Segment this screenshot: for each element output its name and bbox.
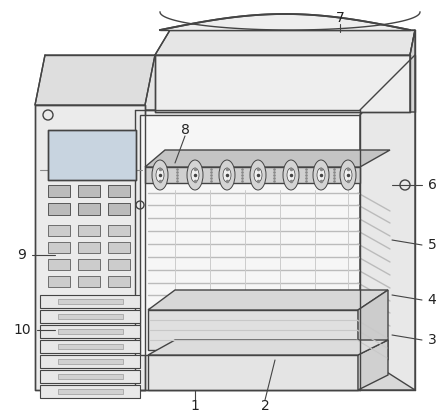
Polygon shape xyxy=(358,290,388,360)
Bar xyxy=(58,374,123,379)
Bar xyxy=(108,242,130,253)
Text: 9: 9 xyxy=(18,248,27,262)
Bar xyxy=(108,203,130,215)
Bar xyxy=(78,276,100,287)
Polygon shape xyxy=(35,55,155,105)
Polygon shape xyxy=(160,14,410,30)
Polygon shape xyxy=(145,150,390,167)
Bar xyxy=(108,185,130,197)
Polygon shape xyxy=(148,340,388,355)
Polygon shape xyxy=(135,110,360,390)
Text: 6: 6 xyxy=(427,178,436,192)
Text: 10: 10 xyxy=(13,323,31,337)
Bar xyxy=(58,389,123,394)
Text: 4: 4 xyxy=(427,293,436,307)
Bar xyxy=(40,370,140,383)
Bar xyxy=(108,259,130,270)
Polygon shape xyxy=(360,30,415,390)
Bar xyxy=(108,276,130,287)
Ellipse shape xyxy=(313,160,329,190)
Polygon shape xyxy=(155,55,410,112)
Bar xyxy=(40,355,140,368)
Polygon shape xyxy=(358,340,388,390)
Ellipse shape xyxy=(340,160,356,190)
Bar xyxy=(78,242,100,253)
Bar xyxy=(78,203,100,215)
Ellipse shape xyxy=(317,168,325,182)
Text: 7: 7 xyxy=(336,11,344,25)
Bar xyxy=(58,329,123,334)
Bar xyxy=(78,225,100,236)
Polygon shape xyxy=(140,115,360,355)
Ellipse shape xyxy=(254,168,262,182)
Ellipse shape xyxy=(156,168,164,182)
Bar xyxy=(48,276,70,287)
Polygon shape xyxy=(148,310,358,350)
Text: 2: 2 xyxy=(260,399,269,413)
Bar xyxy=(108,225,130,236)
Bar xyxy=(58,314,123,319)
Text: 8: 8 xyxy=(181,123,190,137)
Bar xyxy=(78,259,100,270)
Bar xyxy=(48,203,70,215)
Polygon shape xyxy=(410,30,415,112)
Bar xyxy=(40,310,140,323)
Ellipse shape xyxy=(287,168,295,182)
Bar xyxy=(48,242,70,253)
Bar xyxy=(48,225,70,236)
Polygon shape xyxy=(35,105,145,390)
Ellipse shape xyxy=(344,168,352,182)
Bar xyxy=(40,295,140,308)
Polygon shape xyxy=(155,30,415,55)
Bar xyxy=(58,344,123,349)
Bar xyxy=(58,299,123,304)
Bar xyxy=(78,185,100,197)
Bar xyxy=(40,325,140,338)
Ellipse shape xyxy=(283,160,299,190)
Bar xyxy=(48,185,70,197)
Text: 1: 1 xyxy=(190,399,199,413)
Polygon shape xyxy=(148,355,358,390)
Bar xyxy=(48,259,70,270)
Polygon shape xyxy=(360,55,415,390)
Ellipse shape xyxy=(219,160,235,190)
Polygon shape xyxy=(145,167,360,183)
Bar xyxy=(58,359,123,364)
Bar xyxy=(40,340,140,353)
Ellipse shape xyxy=(187,160,203,190)
Text: 5: 5 xyxy=(427,238,436,252)
Ellipse shape xyxy=(250,160,266,190)
Bar xyxy=(40,385,140,398)
Polygon shape xyxy=(135,55,415,110)
Bar xyxy=(48,130,136,180)
Ellipse shape xyxy=(191,168,199,182)
Polygon shape xyxy=(148,290,388,310)
Ellipse shape xyxy=(223,168,231,182)
Ellipse shape xyxy=(152,160,168,190)
Text: 3: 3 xyxy=(427,333,436,347)
